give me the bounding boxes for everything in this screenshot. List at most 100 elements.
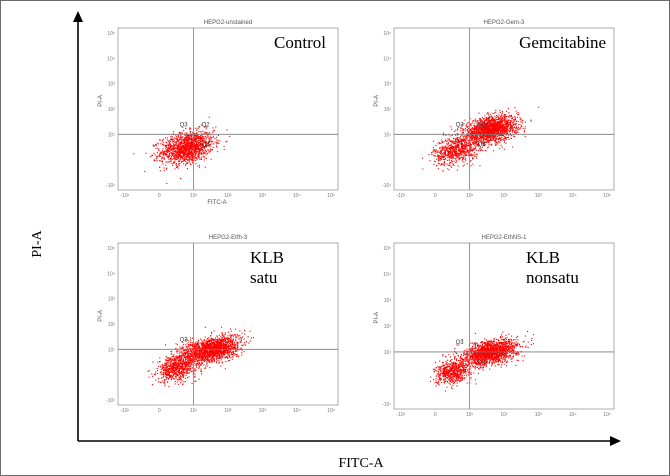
event-dot [504,115,506,117]
event-dot [455,162,457,164]
event-dot [454,139,456,141]
event-dot [504,130,506,132]
event-dot [454,154,456,156]
event-dot [498,135,500,137]
event-dot [490,144,492,146]
x-tick-label: 10⁵ [603,193,611,199]
event-dot [161,140,163,142]
event-dot [197,146,199,148]
y-tick-label: 10² [108,107,116,113]
event-dot [167,147,169,149]
event-dot [441,157,443,159]
event-dot [203,141,205,143]
event-dot [189,366,191,368]
event-dot [480,132,482,134]
event-dot [189,146,191,148]
event-dot [486,118,488,120]
event-dot [173,144,175,146]
event-dot [467,149,469,151]
event-dot [496,123,498,125]
event-dot [448,158,450,160]
event-dot [488,117,490,119]
event-dot [448,165,450,167]
event-dot [488,121,490,123]
event-dot [193,144,195,146]
event-dot [496,130,498,132]
event-dot [450,162,452,164]
event-dot [471,141,473,143]
event-dot [491,135,493,137]
event-dot [190,362,192,364]
event-dot [186,156,188,158]
event-dot [160,368,162,370]
event-dot [494,112,496,114]
event-dot [181,374,183,376]
event-dot [500,129,502,131]
event-dot [166,376,168,378]
event-dot [191,151,193,153]
event-dot [158,378,160,380]
event-dot [178,164,180,166]
event-dot [151,375,153,377]
event-dot [460,149,462,151]
event-dot [463,161,465,163]
event-dot [487,127,489,129]
event-dot [154,145,156,147]
event-dot [166,357,168,359]
event-dot [448,152,450,154]
event-dot [504,121,506,123]
event-dot [164,150,166,152]
event-dot [455,151,457,153]
event-dot [173,140,175,142]
event-dot [162,156,164,158]
event-dot [191,152,193,154]
event-dot [455,145,457,147]
event-dot [166,137,168,139]
event-dot [183,373,185,375]
event-dot [180,132,182,134]
event-dot [457,148,459,150]
event-dot [185,359,187,361]
event-dot [209,151,211,153]
event-dot [505,125,507,127]
event-dot [188,161,190,163]
event-dot [508,112,510,114]
event-dot [436,165,438,167]
event-dot [459,138,461,140]
event-dot [187,153,189,155]
event-dot [155,371,157,373]
event-dot [447,153,449,155]
event-dot [494,132,496,134]
event-dot [185,377,187,379]
event-dot [198,153,200,155]
event-dot [456,138,458,140]
event-dot [494,136,496,138]
event-dot [499,128,501,130]
event-dot [184,140,186,142]
event-dot [456,152,458,154]
event-dot [216,136,218,138]
event-dot [212,146,214,148]
event-dot [195,163,197,165]
event-dot [172,355,174,357]
event-dot [180,370,182,372]
event-dot [168,386,170,388]
event-dot [467,134,469,136]
event-dot [175,151,177,153]
event-dot [166,182,168,184]
event-dot [164,371,166,373]
event-dot [168,357,170,359]
event-dot [145,152,147,154]
event-dot [442,153,444,155]
event-dot [465,125,467,127]
event-dot [450,140,452,142]
event-dot [512,146,514,148]
event-dot [189,127,191,129]
event-dot [173,137,175,139]
event-dot [189,358,191,360]
event-dot [177,153,179,155]
event-dot [185,372,187,374]
event-dot [499,147,501,149]
event-dot [176,357,178,359]
event-dot [454,146,456,148]
